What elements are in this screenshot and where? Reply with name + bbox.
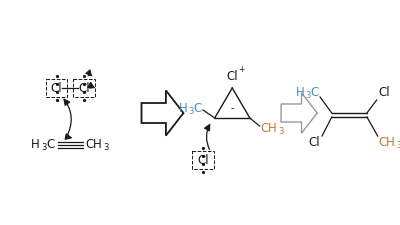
Text: 3: 3 [306, 92, 311, 101]
Text: C: C [378, 137, 387, 149]
Text: -: - [230, 103, 234, 113]
Text: C: C [260, 122, 268, 135]
Text: 3: 3 [278, 126, 284, 135]
Text: Cl: Cl [78, 81, 90, 94]
Text: C: C [193, 101, 201, 115]
Text: 3: 3 [188, 106, 194, 115]
Text: Cl: Cl [197, 153, 209, 166]
Text: Cl: Cl [51, 81, 62, 94]
Text: H: H [31, 139, 40, 151]
Text: H: H [386, 137, 395, 149]
Text: H: H [93, 139, 102, 151]
Text: Cl: Cl [226, 70, 238, 83]
Text: H: H [296, 86, 305, 99]
Polygon shape [142, 90, 184, 136]
Text: H: H [179, 101, 188, 115]
Text: C: C [47, 139, 55, 151]
Text: Cl: Cl [379, 86, 390, 99]
Text: 3: 3 [396, 142, 400, 151]
Text: +: + [238, 65, 244, 74]
Text: 3: 3 [104, 144, 109, 153]
Text: Cl: Cl [308, 137, 320, 149]
Text: H: H [268, 122, 277, 135]
Text: C: C [86, 139, 94, 151]
Text: C: C [310, 86, 318, 99]
Text: 3: 3 [41, 144, 47, 153]
Polygon shape [281, 93, 317, 133]
